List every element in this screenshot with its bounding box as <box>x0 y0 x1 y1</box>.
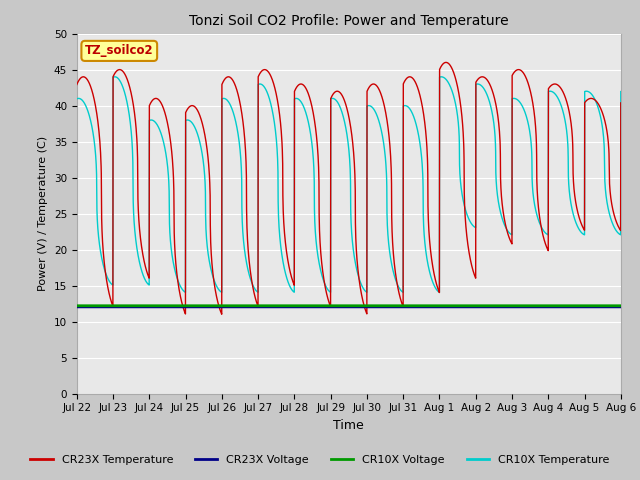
Text: TZ_soilco2: TZ_soilco2 <box>85 44 154 58</box>
X-axis label: Time: Time <box>333 419 364 432</box>
Y-axis label: Power (V) / Temperature (C): Power (V) / Temperature (C) <box>38 136 48 291</box>
Legend: CR23X Temperature, CR23X Voltage, CR10X Voltage, CR10X Temperature: CR23X Temperature, CR23X Voltage, CR10X … <box>26 451 614 469</box>
Title: Tonzi Soil CO2 Profile: Power and Temperature: Tonzi Soil CO2 Profile: Power and Temper… <box>189 14 509 28</box>
